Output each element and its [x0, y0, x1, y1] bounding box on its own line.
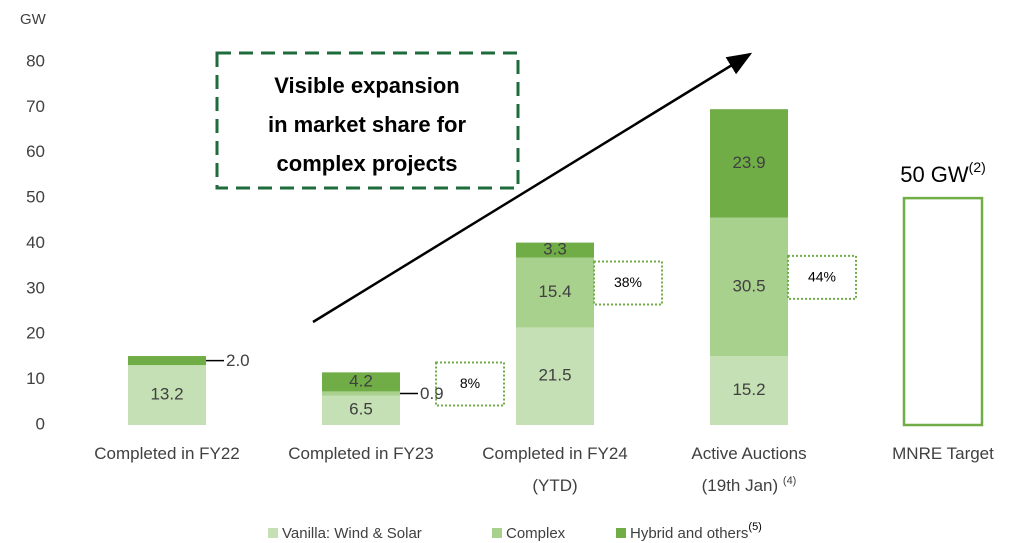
data-label: 15.2	[732, 380, 765, 399]
legend-label: Complex	[506, 525, 566, 542]
data-label: 2.0	[226, 351, 250, 370]
trend-arrow	[312, 52, 753, 324]
callout-text: Visible expansion	[274, 73, 459, 98]
callout-box	[215, 51, 520, 190]
x-tick-label-line: Active Auctions	[691, 444, 806, 463]
legend-swatch	[492, 528, 502, 538]
legend-label: Hybrid and others(5)	[630, 521, 762, 542]
bar-segment	[322, 395, 400, 425]
data-label: 3.3	[543, 240, 567, 259]
bar-segment	[516, 257, 594, 328]
x-tick-label-line: Completed in FY24	[482, 444, 628, 463]
share-label: 38%	[614, 274, 642, 290]
data-label: 6.5	[349, 400, 373, 419]
x-tick-label-line: (19th Jan)	[702, 476, 779, 495]
legend-swatch	[616, 528, 626, 538]
x-tick-label-line: Completed in FY22	[94, 444, 240, 463]
x-tick-label: MNRE Target	[892, 444, 994, 463]
data-label: 13.2	[150, 385, 183, 404]
x-tick-label: Completed in FY24	[482, 444, 628, 463]
callout-text: in market share for	[268, 112, 467, 137]
share-box	[593, 260, 663, 306]
target-note: (2)	[969, 159, 986, 175]
y-tick-label: 10	[26, 369, 45, 388]
y-tick-label: 70	[26, 97, 45, 116]
data-label: 15.4	[538, 282, 571, 301]
x-tick-label: (19th Jan) (4)	[702, 475, 797, 496]
y-tick-label: 20	[26, 324, 45, 343]
legend-label: Vanilla: Wind & Solar	[282, 525, 422, 542]
share-label: 8%	[460, 375, 480, 391]
y-tick-label: 80	[26, 51, 45, 70]
bar-segment	[322, 391, 400, 396]
data-label: 21.5	[538, 366, 571, 385]
bar-segment	[710, 109, 788, 218]
target-bar	[902, 196, 984, 427]
bar-segment	[128, 365, 206, 425]
bar-segment	[322, 372, 400, 392]
x-tick-label: (YTD)	[532, 476, 577, 495]
data-label: 23.9	[732, 153, 765, 172]
y-tick-label: 40	[26, 233, 45, 252]
legend-note: (5)	[748, 521, 761, 533]
data-label: 0.9	[420, 384, 444, 403]
legend-name: Vanilla: Wind & Solar	[282, 525, 422, 542]
x-tick-label: Completed in FY22	[94, 444, 240, 463]
y-tick-label: 30	[26, 278, 45, 297]
x-tick-note: (4)	[783, 475, 796, 487]
y-tick-label: 0	[36, 414, 45, 433]
share-label: 44%	[808, 269, 836, 285]
bar-segment	[516, 327, 594, 425]
legend-swatch	[268, 528, 278, 538]
legend-name: Hybrid and others	[630, 525, 748, 542]
target-label: 50 GW(2)	[900, 159, 986, 187]
data-label: 30.5	[732, 276, 765, 295]
y-axis-label: GW	[20, 11, 47, 28]
x-tick-label-line: MNRE Target	[892, 444, 994, 463]
callout-text: complex projects	[277, 151, 458, 176]
legend-name: Complex	[506, 525, 566, 542]
y-tick-label: 50	[26, 188, 45, 207]
x-tick-label: Active Auctions	[691, 444, 806, 463]
bar-segment	[128, 356, 206, 366]
x-tick-label: Completed in FY23	[288, 444, 434, 463]
bar-segment	[516, 242, 594, 258]
bar-segment	[710, 217, 788, 357]
share-box	[787, 254, 857, 300]
data-label: 4.2	[349, 371, 373, 390]
x-tick-label-line: Completed in FY23	[288, 444, 434, 463]
bar-segment	[710, 356, 788, 425]
x-tick-label-line: (YTD)	[532, 476, 577, 495]
share-box	[435, 361, 505, 407]
y-tick-label: 60	[26, 142, 45, 161]
target-label-text: 50 GW	[900, 162, 969, 187]
